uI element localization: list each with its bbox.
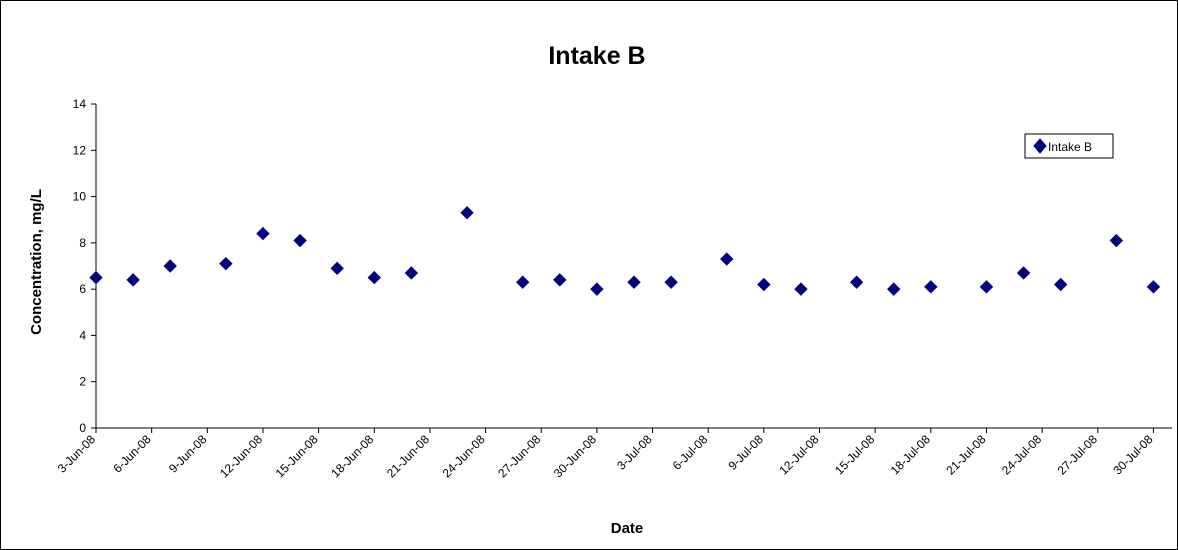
x-tick-label: 27-Jun-08: [495, 432, 543, 480]
x-tick-label: 3-Jul-08: [614, 432, 655, 473]
data-point: [849, 275, 864, 289]
y-axis-title: Concentration, mg/L: [28, 189, 45, 335]
data-point: [757, 277, 771, 292]
x-tick-label: 24-Jun-08: [440, 432, 488, 480]
x-tick-label: 30-Jun-08: [551, 432, 599, 480]
data-point: [1053, 277, 1068, 292]
x-tick-label: 6-Jun-08: [110, 432, 154, 476]
x-tick-label: 30-Jul-08: [1110, 432, 1156, 478]
x-tick-label: 21-Jun-08: [384, 432, 432, 480]
chart-title: Intake B: [548, 42, 645, 70]
x-tick-label: 24-Jul-08: [999, 432, 1045, 478]
data-point: [256, 226, 270, 241]
x-tick-label: 9-Jun-08: [166, 432, 210, 476]
data-point: [367, 270, 381, 285]
data-point: [219, 256, 233, 271]
y-tick-label: 2: [79, 375, 86, 389]
data-point: [590, 282, 604, 296]
data-point: [887, 282, 901, 296]
y-tick-label: 10: [73, 190, 87, 204]
data-point: [1146, 280, 1161, 294]
x-tick-label: 15-Jul-08: [832, 432, 878, 478]
data-point: [979, 280, 994, 294]
data-point: [794, 282, 808, 296]
legend-label: Intake B: [1048, 140, 1092, 154]
data-point: [553, 273, 567, 287]
y-tick-label: 4: [79, 328, 86, 342]
x-tick-label: 12-Jul-08: [776, 432, 822, 478]
x-tick-label: 21-Jul-08: [943, 432, 989, 478]
data-point: [126, 273, 140, 287]
data-point: [89, 270, 103, 285]
x-axis-title: Date: [611, 520, 644, 537]
data-point: [293, 233, 307, 248]
data-point: [460, 206, 474, 220]
y-tick-label: 14: [73, 97, 87, 111]
x-tick-label: 6-Jul-08: [670, 432, 711, 473]
y-axis: 0 2 4 6 8 10 12 14: [73, 97, 97, 435]
data-point: [330, 261, 344, 276]
legend-diamond-icon: [1033, 138, 1047, 154]
x-tick-label: 27-Jul-08: [1055, 432, 1101, 478]
data-point: [627, 275, 641, 289]
x-tick-label: 12-Jun-08: [217, 432, 265, 480]
x-tick-label: 3-Jun-08: [55, 432, 99, 476]
x-tick-label: 15-Jun-08: [273, 432, 321, 480]
data-point: [163, 259, 177, 273]
x-axis: 3-Jun-08 6-Jun-08 9-Jun-08 12-Jun-08 15-Jun-…: [55, 427, 1172, 480]
y-tick-label: 6: [79, 282, 86, 296]
data-point: [664, 275, 678, 289]
data-point: [404, 266, 419, 280]
y-tick-label: 8: [79, 236, 86, 250]
data-point: [515, 275, 530, 289]
data-point: [720, 252, 734, 266]
x-tick-label: 18-Jul-08: [888, 432, 934, 478]
y-tick-label: 0: [79, 421, 86, 435]
data-point: [924, 280, 938, 294]
legend: Intake B: [1024, 133, 1114, 159]
data-points: [89, 206, 1161, 296]
x-tick-label: 18-Jun-08: [328, 432, 376, 480]
data-point: [1016, 266, 1031, 280]
y-tick-label: 12: [73, 143, 87, 157]
data-point: [1109, 233, 1124, 248]
x-tick-label: 9-Jul-08: [725, 432, 766, 473]
